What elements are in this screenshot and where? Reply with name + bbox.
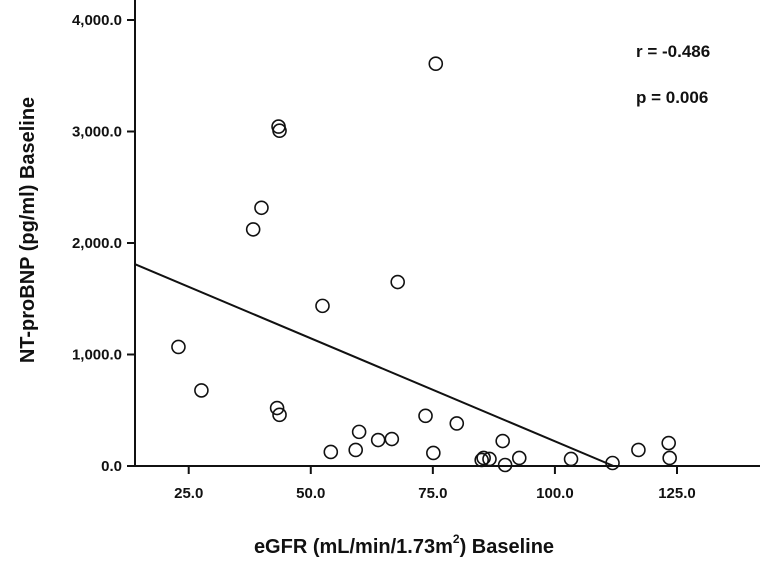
data-point <box>563 451 579 467</box>
regression-line <box>134 263 614 467</box>
data-point <box>171 339 186 355</box>
y-axis-title: NT-proBNP (pg/ml) Baseline <box>17 97 39 363</box>
y-tick-label: 1,000.0 <box>72 347 122 364</box>
data-point <box>254 200 269 216</box>
data-point <box>370 432 386 448</box>
data-point <box>631 442 646 458</box>
x-axis-title-tail: ) Baseline <box>460 536 554 558</box>
plot-frame <box>134 0 760 467</box>
data-point <box>426 445 441 461</box>
correlation-annotation: r = -0.486 <box>636 42 710 61</box>
x-tick-label: 100.0 <box>536 485 574 502</box>
y-tick-label: 0.0 <box>101 458 122 475</box>
data-point <box>497 457 513 473</box>
x-tick-label: 125.0 <box>658 485 696 502</box>
regression-line-group <box>134 263 614 467</box>
data-point <box>272 123 287 139</box>
p-value-annotation: p = 0.006 <box>636 88 708 107</box>
data-point <box>245 222 261 237</box>
data-point <box>418 408 433 424</box>
x-axis-title: eGFR (mL/min/1.73m2) Baseline <box>254 532 554 558</box>
x-axis-title-main: eGFR (mL/min/1.73m <box>254 536 453 558</box>
data-point <box>272 407 287 423</box>
y-tick-label: 4,000.0 <box>72 12 122 29</box>
data-point <box>662 450 677 466</box>
data-point <box>269 400 285 416</box>
x-axis-title-superscript: 2 <box>453 532 460 546</box>
data-point <box>315 298 330 314</box>
y-tick-label: 2,000.0 <box>72 235 122 252</box>
data-point <box>495 433 510 449</box>
data-point <box>661 435 676 451</box>
data-point <box>449 416 465 431</box>
data-point <box>194 383 209 398</box>
data-point <box>605 455 620 471</box>
x-tick-label: 50.0 <box>296 485 325 502</box>
data-point <box>348 442 364 458</box>
data-points <box>171 56 677 473</box>
data-point <box>511 450 527 466</box>
data-point <box>351 424 367 440</box>
data-point <box>384 431 400 447</box>
data-point <box>428 56 444 72</box>
y-tick-label: 3,000.0 <box>72 124 122 141</box>
data-point <box>482 451 497 467</box>
x-tick-label: 25.0 <box>174 485 203 502</box>
data-point <box>323 444 339 460</box>
data-point <box>476 450 491 466</box>
data-point <box>474 452 489 468</box>
x-tick-label: 75.0 <box>418 485 447 502</box>
y-axis-ticks: 0.0 1,000.0 2,000.0 3,000.0 4,000.0 <box>72 12 135 475</box>
x-axis-ticks: 25.0 50.0 75.0 100.0 125.0 <box>174 466 696 502</box>
data-point <box>390 274 405 290</box>
